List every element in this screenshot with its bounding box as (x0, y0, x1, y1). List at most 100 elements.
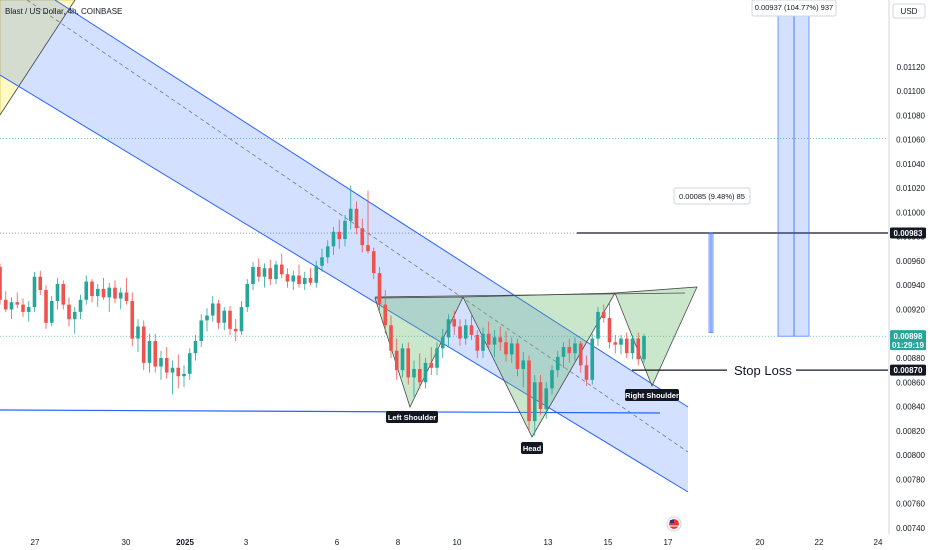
candle-body (360, 228, 365, 246)
candle-body (239, 307, 244, 332)
candle (302, 271, 307, 291)
candle (383, 290, 388, 334)
candle-body (423, 362, 428, 383)
candle (228, 305, 232, 335)
y-tick-label: 0.01060 (896, 136, 925, 145)
candle-body (205, 315, 209, 321)
candle (101, 277, 106, 300)
candle (504, 331, 508, 362)
candle (469, 313, 474, 340)
channel-upper-line (54, 0, 689, 408)
candle-body (228, 310, 232, 329)
candle-body (182, 373, 186, 377)
y-tick-label: 0.00960 (896, 257, 925, 266)
stop-loss-pill-label: 0.00870 (894, 366, 923, 375)
candle-body (348, 208, 353, 221)
candle (550, 365, 554, 395)
candle (417, 353, 422, 389)
candle-body (377, 273, 382, 305)
candle-body (262, 268, 267, 277)
candle-body (113, 287, 117, 299)
candle-body (492, 337, 497, 345)
candle-body (561, 347, 566, 357)
channel-fill (0, 0, 688, 492)
candle (584, 355, 589, 386)
pattern-label-box (521, 442, 543, 454)
candle-body (613, 342, 618, 345)
candle (279, 253, 284, 278)
candle-body (509, 343, 514, 355)
candle (9, 297, 14, 320)
candle (245, 279, 250, 312)
currency-label: USD (901, 7, 918, 16)
measure-large-label: 0.00937 (104.77%) 937 (755, 3, 833, 12)
candle-body (486, 333, 491, 345)
candle (475, 330, 480, 359)
candle-body (567, 347, 572, 354)
candle-body (107, 287, 112, 298)
candle-body (440, 337, 445, 349)
x-tick-label: 3 (244, 538, 249, 547)
symbol-title: Blast / US Dollar, 4h, COINBASE (5, 7, 122, 16)
candle (389, 315, 393, 359)
candle-body (297, 275, 301, 284)
candle-body (291, 275, 296, 282)
candle-body (279, 264, 284, 275)
candle-body (32, 276, 37, 308)
candle-body (607, 317, 612, 343)
candle (61, 280, 66, 310)
candle (561, 342, 566, 368)
candle-body (400, 348, 405, 371)
x-tick-label: 24 (874, 538, 883, 547)
candle (153, 333, 158, 373)
candle (481, 327, 485, 359)
candles (0, 185, 646, 436)
candle (291, 270, 296, 291)
y-tick-label: 0.00880 (896, 354, 925, 363)
candle-body (274, 264, 278, 280)
measure-large-box (777, 0, 810, 337)
candle-body (325, 246, 330, 258)
candle (515, 338, 520, 377)
candle (371, 247, 376, 280)
candle (90, 279, 94, 303)
left-shoulder-shape (374, 296, 464, 409)
candle-body (406, 348, 411, 378)
candle (458, 319, 462, 346)
candle (320, 248, 324, 272)
candle (136, 319, 140, 352)
candle-body (383, 304, 388, 326)
neckline (374, 292, 686, 298)
candle (130, 292, 135, 346)
candle-body (521, 360, 526, 369)
currency-button[interactable]: USD (892, 3, 926, 19)
candle-body (118, 292, 123, 299)
current-price-pill-label: 0.00898 (894, 332, 923, 341)
candle-body (314, 265, 319, 283)
current-price-countdown: 01:29:19 (892, 341, 925, 350)
candle-body (463, 325, 468, 339)
head-shoulders-pattern (374, 286, 698, 438)
candle-body (90, 281, 94, 297)
candle-body (233, 328, 238, 332)
candle (463, 319, 468, 345)
candle-body (130, 300, 135, 339)
candle-body (9, 302, 14, 310)
candle (193, 334, 198, 361)
us-flag-icon[interactable] (666, 516, 682, 532)
candle-body (371, 251, 376, 274)
candle (578, 341, 583, 373)
candle (607, 302, 612, 349)
candle (567, 338, 572, 363)
candle (532, 375, 537, 436)
candle (141, 320, 146, 371)
candle (492, 330, 497, 357)
candle (55, 277, 60, 310)
candle-body (124, 292, 129, 301)
candle-body (458, 326, 462, 339)
candle (555, 350, 560, 378)
candle-body (366, 245, 370, 252)
pattern-label: Head (523, 444, 542, 453)
